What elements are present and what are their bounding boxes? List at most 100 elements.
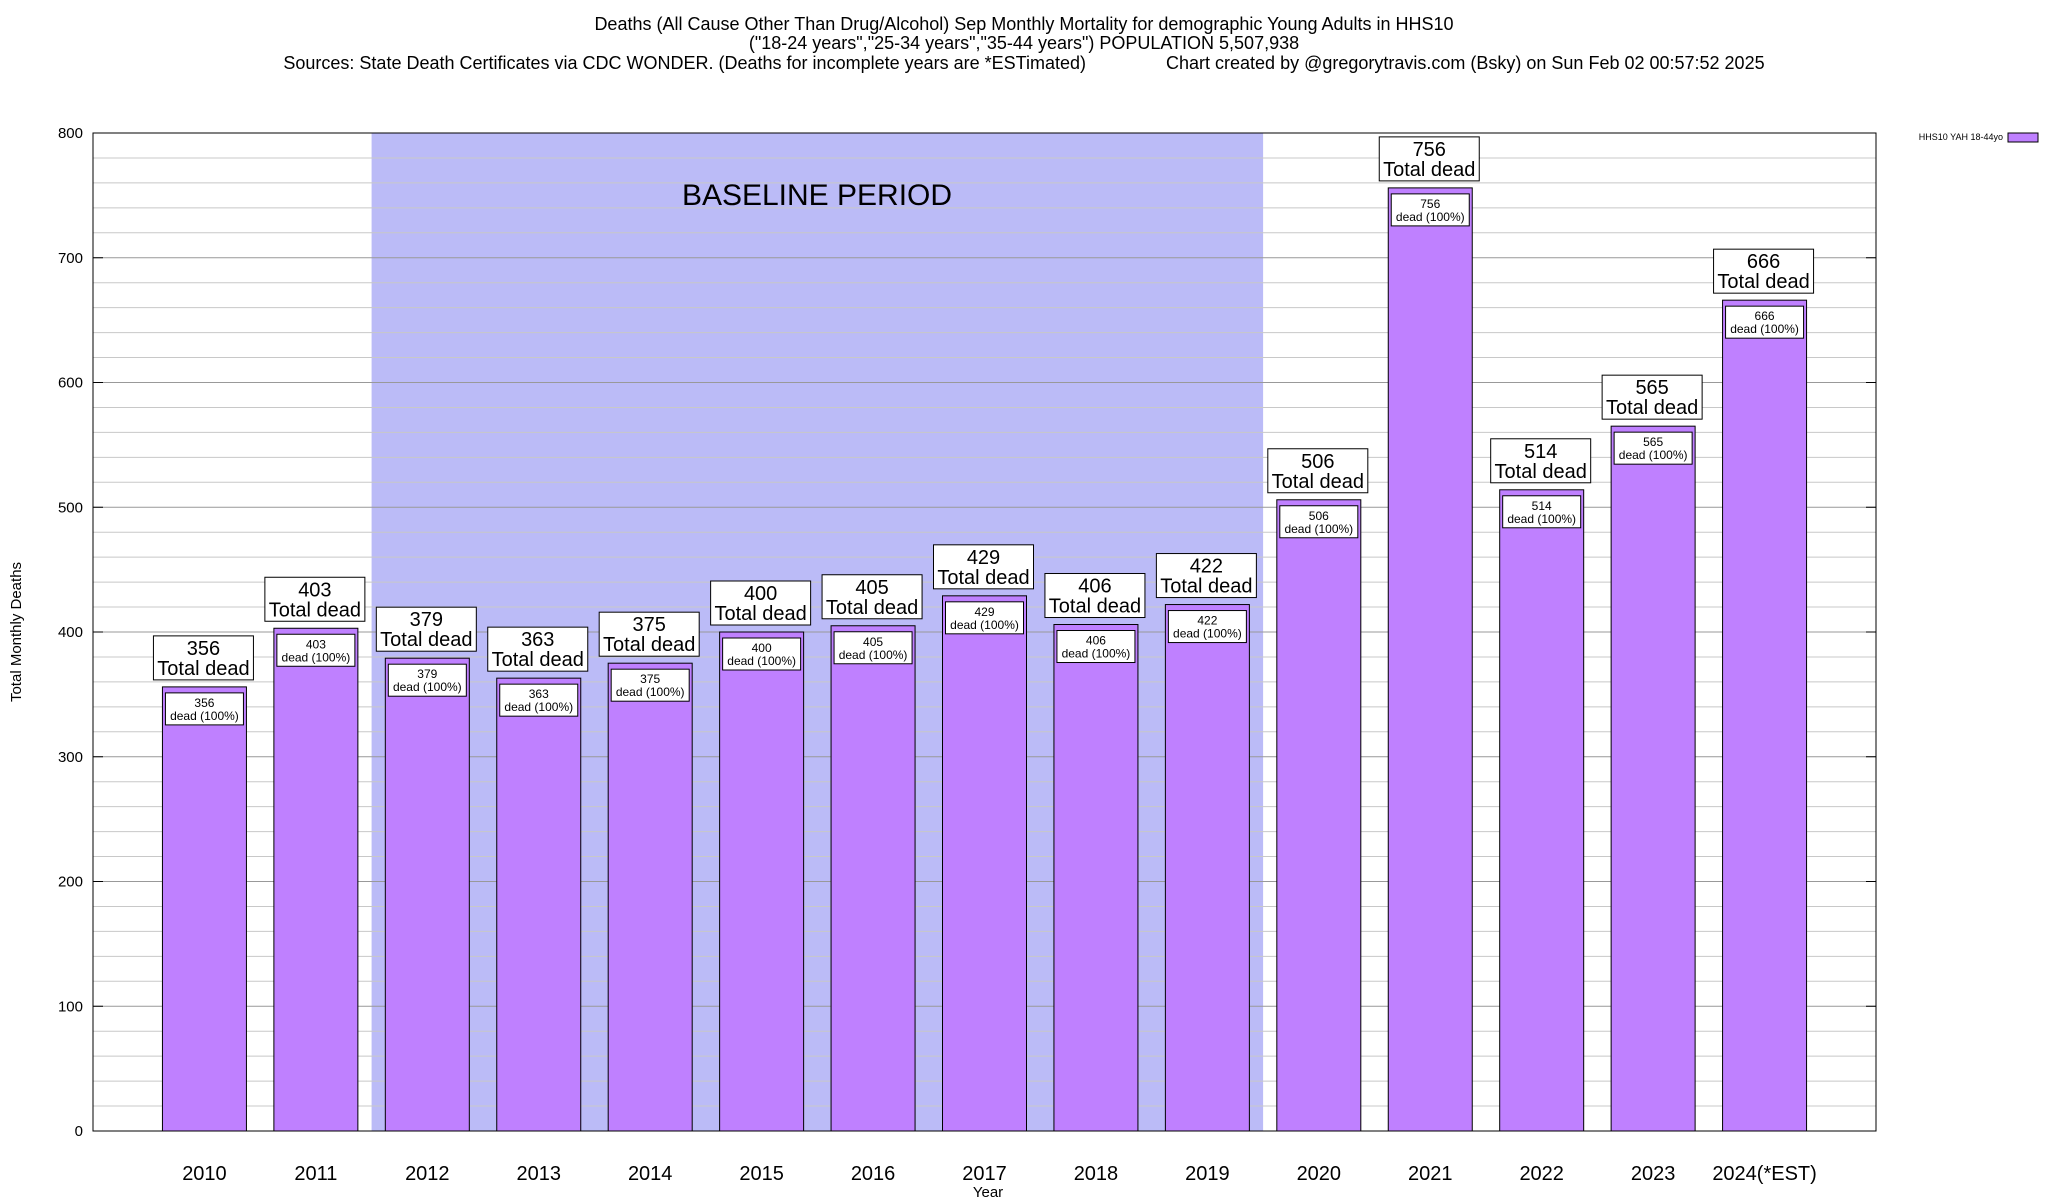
data-label-text: Total dead: [937, 567, 1029, 589]
data-label-value: 506: [1301, 451, 1334, 473]
y-axis-title: Total Monthly Deaths: [8, 562, 25, 702]
legend-label: HHS10 YAH 18-44yo: [1919, 132, 2003, 142]
y-tick-label: 500: [58, 499, 83, 516]
inner-label-text: dead (100%): [1507, 512, 1576, 526]
inner-label-box: [945, 601, 1024, 635]
inner-label-box: [1279, 505, 1359, 539]
bar: [830, 625, 916, 1132]
axes: 0 100 200 300 400 500 600 700 800 2010 2011 2012 201…: [8, 125, 1877, 1200]
bar: [942, 595, 1027, 1132]
inner-label-value: 403: [306, 637, 326, 651]
inner-label-text: dead (100%): [170, 709, 239, 723]
x-tick-label: 2017: [962, 1163, 1007, 1185]
bar: [1722, 299, 1808, 1132]
inner-label-value: 429: [974, 605, 994, 619]
inner-label-value: 422: [1197, 614, 1217, 628]
inner-label-text: dead (100%): [839, 648, 908, 662]
data-label-box: [375, 606, 477, 652]
y-tick-label: 100: [58, 998, 83, 1015]
x-axis-title: Year: [973, 1184, 1003, 1200]
inner-label-box: [499, 683, 579, 717]
legend-swatch: [2007, 132, 2039, 143]
inner-label-box: [1502, 495, 1582, 529]
inner-label-text: dead (100%): [1173, 627, 1242, 641]
data-label-text: Total dead: [714, 603, 806, 625]
inner-label-box: [1390, 193, 1470, 227]
legend: HHS10 YAH 18-44yo: [1919, 132, 2039, 143]
bar: [607, 662, 693, 1132]
data-label-text: Total dead: [826, 597, 918, 619]
inner-label-text: dead (100%): [393, 680, 462, 694]
inner-label-text: dead (100%): [1062, 647, 1131, 661]
data-label-text: Total dead: [269, 599, 361, 621]
data-label-value: 375: [633, 614, 666, 636]
data-label-text: Total dead: [1495, 461, 1587, 483]
x-tick-label: 2022: [1519, 1163, 1564, 1185]
data-label-text: Total dead: [1049, 596, 1141, 618]
data-label-box: [1155, 553, 1257, 599]
data-label-box: [598, 611, 700, 657]
inner-label-box: [1725, 305, 1805, 339]
inner-label-value: 756: [1420, 197, 1440, 211]
inner-label-text: dead (100%): [727, 654, 796, 668]
bar: [1499, 489, 1585, 1132]
bars: [161, 187, 1808, 1132]
data-label-value: 363: [521, 629, 554, 651]
y-tick-label: 0: [75, 1123, 83, 1140]
y-tick-label: 700: [58, 250, 83, 267]
inner-label-box: [276, 633, 356, 667]
bar: [1164, 604, 1250, 1132]
data-label-text: Total dead: [1160, 576, 1252, 598]
bar: [1387, 187, 1473, 1132]
baseline-label: BASELINE PERIOD: [682, 179, 952, 212]
x-tick-label: 2021: [1408, 1163, 1453, 1185]
inner-label-box: [1167, 610, 1247, 644]
inner-label-text: dead (100%): [1396, 210, 1465, 224]
data-label-box: [1601, 374, 1703, 420]
inner-label-value: 363: [529, 687, 549, 701]
inner-label-value: 666: [1755, 309, 1775, 323]
x-tick-label: 2024(*EST): [1712, 1163, 1817, 1185]
inner-label-value: 506: [1309, 509, 1329, 523]
inner-label-value: 405: [863, 635, 883, 649]
data-label-value: 422: [1190, 556, 1223, 578]
x-tick-label: 2020: [1297, 1163, 1342, 1185]
data-label-text: Total dead: [1272, 471, 1364, 493]
data-label-value: 756: [1413, 139, 1446, 161]
data-label-value: 514: [1524, 441, 1557, 463]
inner-label-value: 400: [752, 641, 772, 655]
x-tick-label: 2014: [628, 1163, 673, 1185]
x-tick-label: 2016: [851, 1163, 896, 1185]
inner-label-value: 406: [1086, 634, 1106, 648]
data-label-value: 379: [410, 609, 443, 631]
inner-label-text: dead (100%): [1619, 448, 1688, 462]
inner-label-value: 356: [194, 696, 214, 710]
x-tick-label: 2018: [1074, 1163, 1119, 1185]
inner-label-box: [610, 668, 690, 702]
data-label-box: [1490, 438, 1592, 484]
inner-label-value: 565: [1643, 435, 1663, 449]
data-label-value: 429: [967, 547, 1000, 569]
x-tick-label: 2015: [739, 1163, 784, 1185]
bar: [384, 657, 470, 1132]
data-label-box: [152, 635, 254, 681]
bar: [1276, 499, 1362, 1132]
inner-label-text: dead (100%): [282, 650, 351, 664]
chart-title-line-1: Deaths (All Cause Other Than Drug/Alcoho…: [594, 14, 1454, 34]
data-label-text: Total dead: [492, 649, 584, 671]
data-label-text: Total dead: [157, 658, 249, 680]
data-label-box: [710, 580, 812, 626]
data-label-box: [1267, 448, 1369, 494]
y-tick-label: 200: [58, 874, 83, 891]
bar: [273, 627, 359, 1132]
data-label-box: [1713, 248, 1815, 294]
x-tick-label: 2012: [405, 1163, 450, 1185]
data-label-box: [1044, 573, 1146, 619]
inner-label-value: 514: [1532, 499, 1552, 513]
bar: [719, 631, 805, 1132]
x-tick-label: 2019: [1185, 1163, 1230, 1185]
data-label-text: Total dead: [1606, 397, 1698, 419]
data-label-box: [1378, 136, 1480, 182]
inner-label-text: dead (100%): [1284, 522, 1353, 536]
